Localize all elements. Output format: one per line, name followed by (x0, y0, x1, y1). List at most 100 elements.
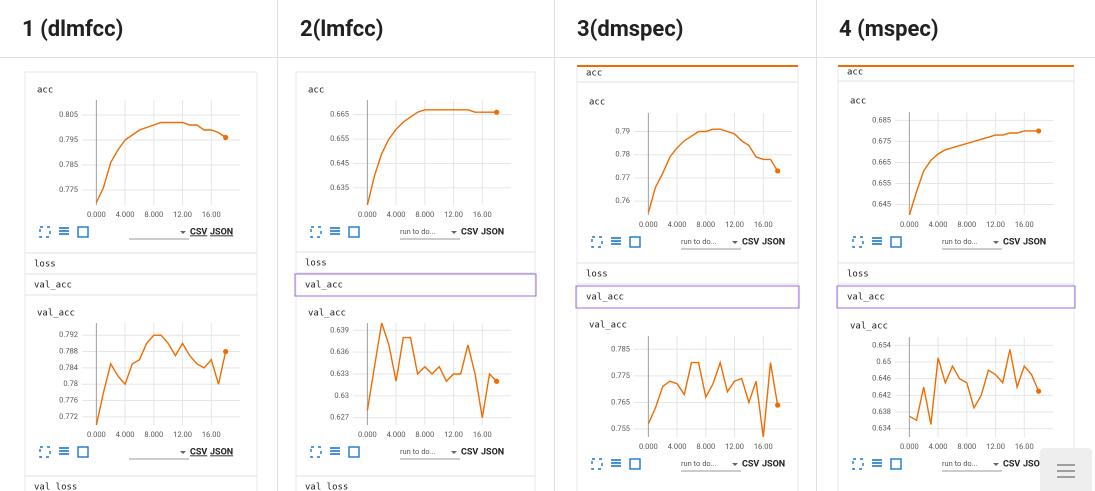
x-tick-label: 8.000 (144, 210, 163, 219)
x-tick-label: 16.00 (473, 430, 492, 439)
json-link[interactable]: JSON (1023, 237, 1046, 247)
section-label[interactable]: loss (305, 259, 327, 269)
x-tick-label: 12.00 (444, 210, 463, 219)
section-label[interactable]: val_loss (34, 483, 77, 491)
run-dropdown[interactable]: run to do... (942, 459, 978, 468)
y-tick-label: 0.642 (872, 390, 891, 399)
last-point (223, 348, 229, 355)
x-tick-label: 0.000 (358, 430, 377, 439)
expand-icon[interactable] (39, 226, 51, 238)
y-tick-label: 0.805 (59, 110, 78, 119)
json-link[interactable]: JSON (762, 459, 785, 469)
x-tick-label: 4.000 (116, 430, 135, 439)
x-tick-label: 12.00 (173, 210, 192, 219)
last-point (494, 378, 500, 384)
run-dropdown[interactable]: run to do... (400, 447, 436, 456)
dropdown-arrow[interactable] (180, 231, 186, 234)
json-link[interactable]: JSON (1023, 459, 1046, 469)
fit-icon[interactable] (348, 226, 360, 238)
section-label[interactable]: val_loss (305, 483, 348, 491)
x-tick-label: 8.000 (144, 430, 163, 439)
y-tick-label: 0.636 (330, 347, 349, 356)
x-tick-label: 12.00 (173, 430, 192, 439)
dropdown-arrow[interactable] (993, 241, 999, 244)
json-link[interactable]: JSON (481, 227, 504, 237)
y-tick-label: 0.665 (872, 157, 891, 166)
dropdown-arrow[interactable] (451, 451, 457, 454)
x-tick-label: 4.000 (668, 442, 687, 451)
section-box-selected[interactable] (575, 285, 800, 309)
run-dropdown[interactable]: run to do... (942, 237, 978, 246)
series-line (366, 322, 498, 418)
column-title: 1 (dlmfcc) (22, 17, 123, 42)
last-point (1036, 388, 1042, 394)
section-box-selected[interactable] (294, 273, 537, 297)
y-tick-label: 0.785 (611, 344, 630, 353)
y-tick-label: 0.78 (63, 379, 78, 388)
section-label[interactable]: val_acc (34, 281, 72, 291)
section-label[interactable]: loss (847, 270, 869, 280)
dropdown-arrow[interactable] (732, 463, 738, 466)
x-tick-label: 4.000 (929, 442, 948, 451)
fit-icon[interactable] (77, 226, 89, 238)
chart-title: val_acc (308, 309, 346, 319)
fit-icon[interactable] (77, 446, 89, 458)
section-label: acc (847, 68, 863, 78)
expand-icon[interactable] (852, 236, 864, 248)
fit-icon[interactable] (890, 458, 902, 470)
json-link[interactable]: JSON (210, 447, 233, 457)
last-point (775, 168, 781, 174)
expand-icon[interactable] (591, 236, 603, 248)
expand-icon[interactable] (591, 458, 603, 470)
menu-button[interactable] (1040, 448, 1092, 491)
chart-title: val_acc (37, 309, 75, 319)
expand-icon[interactable] (852, 458, 864, 470)
y-tick-label: 0.633 (330, 369, 349, 378)
chart-title: acc (850, 97, 866, 107)
fit-icon[interactable] (348, 446, 360, 458)
run-dropdown[interactable]: run to do... (681, 237, 717, 246)
x-tick-label: 0.000 (87, 210, 106, 219)
expand-icon[interactable] (310, 446, 322, 458)
y-tick-label: 0.655 (872, 178, 891, 187)
menu-button-bg[interactable] (1040, 448, 1092, 491)
json-link[interactable]: JSON (481, 447, 504, 457)
dropdown-arrow[interactable] (180, 451, 186, 454)
chart-title: val_acc (850, 322, 888, 332)
run-dropdown[interactable]: run to do... (400, 227, 436, 236)
y-tick-label: 0.775 (611, 371, 630, 380)
expand-icon[interactable] (39, 446, 51, 458)
csv-link[interactable]: CSV (190, 447, 207, 457)
section-box-selected[interactable] (836, 285, 1076, 309)
run-dropdown[interactable]: run to do... (681, 459, 717, 468)
fit-icon[interactable] (629, 458, 641, 470)
section-label[interactable]: loss (586, 270, 608, 280)
x-tick-label: 0.000 (639, 442, 658, 451)
csv-link[interactable]: CSV (190, 227, 207, 237)
dropdown-arrow[interactable] (451, 231, 457, 234)
y-tick-label: 0.785 (59, 160, 78, 169)
x-tick-label: 8.000 (415, 210, 434, 219)
x-tick-label: 4.000 (387, 430, 406, 439)
csv-link[interactable]: CSV (1003, 237, 1020, 247)
last-point (223, 134, 229, 141)
expand-icon[interactable] (310, 226, 322, 238)
dropdown-arrow[interactable] (993, 463, 999, 466)
json-link[interactable]: JSON (762, 237, 785, 247)
fit-icon[interactable] (890, 236, 902, 248)
series-line (647, 360, 779, 438)
section-label[interactable]: val_acc (847, 293, 885, 303)
json-link[interactable]: JSON (210, 227, 233, 237)
x-tick-label: 16.00 (473, 210, 492, 219)
section-label[interactable]: loss (34, 260, 56, 270)
y-tick-label: 0.65 (876, 357, 891, 366)
csv-link[interactable]: CSV (1003, 459, 1020, 469)
fit-icon[interactable] (629, 236, 641, 248)
section-label[interactable]: val_acc (305, 281, 343, 291)
dropdown-arrow[interactable] (732, 241, 738, 244)
section-label[interactable]: val_acc (586, 293, 624, 303)
csv-link[interactable]: CSV (742, 459, 759, 469)
csv-link[interactable]: CSV (461, 447, 478, 457)
csv-link[interactable]: CSV (742, 237, 759, 247)
csv-link[interactable]: CSV (461, 227, 478, 237)
